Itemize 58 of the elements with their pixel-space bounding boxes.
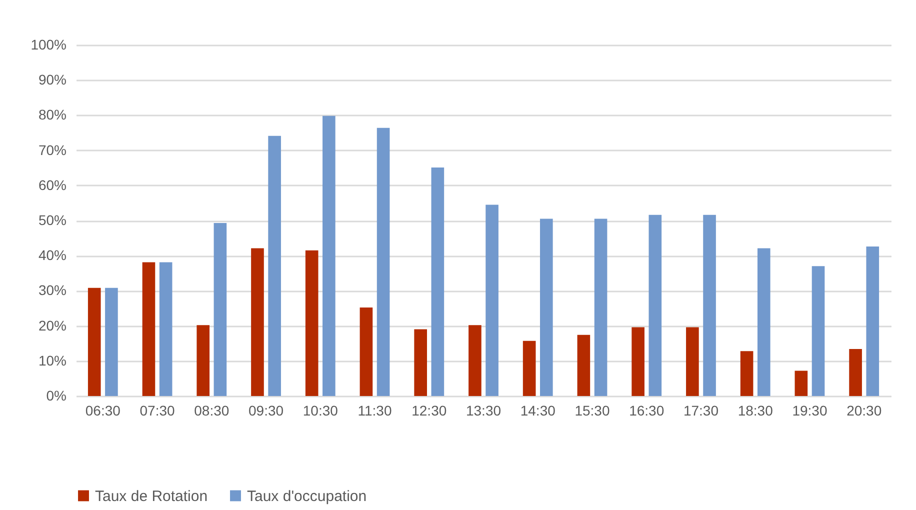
bar bbox=[414, 329, 427, 396]
y-tick-label: 90% bbox=[38, 72, 66, 88]
bar bbox=[686, 327, 699, 396]
bar bbox=[540, 218, 553, 396]
bar bbox=[849, 348, 862, 396]
bar bbox=[486, 204, 498, 396]
bar bbox=[866, 246, 880, 396]
bar bbox=[159, 262, 172, 396]
bar bbox=[251, 248, 264, 396]
bar bbox=[594, 218, 608, 396]
x-tick-label: 09:30 bbox=[248, 402, 284, 418]
bar bbox=[88, 288, 101, 396]
y-tick-label: 60% bbox=[38, 176, 66, 193]
bar bbox=[468, 325, 482, 396]
y-tick-label: 20% bbox=[38, 317, 66, 334]
y-tick-label: 0% bbox=[46, 388, 66, 404]
x-tick-label: 16:30 bbox=[629, 402, 664, 418]
x-tick-label: 07:30 bbox=[140, 402, 176, 418]
y-tick-label: 70% bbox=[38, 142, 66, 158]
bar bbox=[105, 288, 118, 396]
x-tick-label: 08:30 bbox=[194, 402, 230, 418]
x-tick-label: 15:30 bbox=[574, 402, 610, 418]
x-tick-label: 18:30 bbox=[738, 402, 774, 418]
x-tick-label: 06:30 bbox=[85, 402, 121, 418]
bar bbox=[376, 128, 390, 396]
bar bbox=[703, 214, 716, 396]
bar bbox=[794, 370, 808, 396]
bar bbox=[268, 136, 281, 396]
bar bbox=[431, 168, 444, 396]
bar bbox=[142, 262, 156, 396]
legend-label: Taux de Rotation bbox=[95, 488, 208, 505]
y-tick-label: 80% bbox=[38, 106, 66, 123]
x-tick-label: 14:30 bbox=[520, 402, 556, 418]
x-tick-label: 17:30 bbox=[683, 402, 719, 418]
bar bbox=[522, 340, 536, 396]
bar bbox=[812, 266, 825, 396]
y-tick-label: 50% bbox=[38, 212, 66, 228]
y-tick-label: 40% bbox=[38, 247, 66, 264]
legend-label: Taux d'occupation bbox=[247, 488, 367, 505]
bar bbox=[196, 325, 210, 396]
bar bbox=[305, 250, 318, 396]
x-tick-label: 19:30 bbox=[792, 402, 828, 418]
x-tick-label: 12:30 bbox=[412, 402, 447, 418]
bar bbox=[740, 351, 754, 396]
x-tick-label: 11:30 bbox=[358, 402, 392, 418]
bar bbox=[214, 222, 227, 396]
bar bbox=[360, 308, 373, 396]
bar bbox=[757, 248, 770, 396]
y-tick-label: 100% bbox=[30, 36, 66, 52]
bar bbox=[577, 334, 590, 396]
x-tick-label: 10:30 bbox=[302, 402, 338, 418]
x-tick-label: 20:30 bbox=[846, 402, 882, 418]
y-tick-label: 30% bbox=[38, 282, 66, 298]
y-tick-label: 10% bbox=[38, 352, 66, 368]
bar bbox=[322, 116, 336, 396]
x-tick-label: 13:30 bbox=[466, 402, 502, 418]
bar bbox=[632, 327, 644, 396]
bar bbox=[648, 214, 662, 396]
